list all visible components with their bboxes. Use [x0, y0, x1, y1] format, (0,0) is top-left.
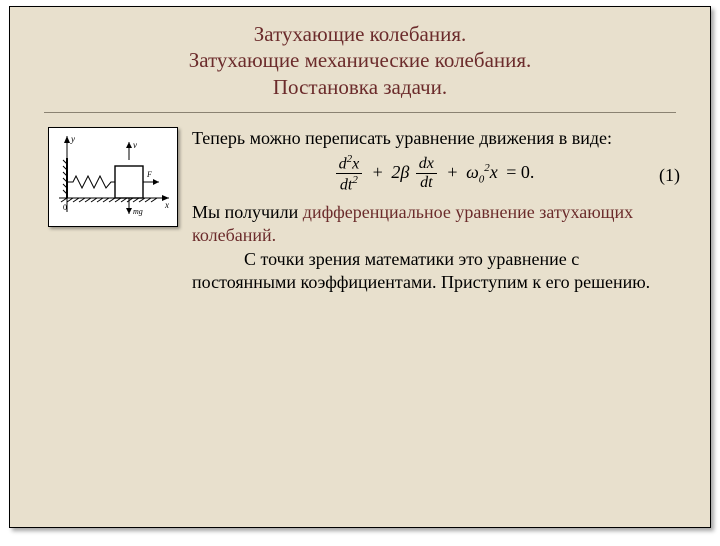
- para-math: С точки зрения математики это уравнение …: [192, 249, 650, 292]
- divider: [44, 112, 676, 113]
- spring-mass-diagram-icon: y x: [49, 128, 177, 226]
- content-row: y x: [10, 123, 710, 294]
- title-line-1: Затухающие колебания.: [30, 21, 690, 47]
- title-block: Затухающие колебания. Затухающие механич…: [10, 7, 710, 108]
- svg-text:mg: mg: [133, 207, 143, 216]
- equation: d2xdt2 + 2β dxdt + ω02x = 0.: [334, 154, 539, 194]
- para-result-lead: Мы получили: [192, 202, 303, 222]
- equation-number: (1): [659, 164, 680, 187]
- equation-row: d2xdt2 + 2β dxdt + ω02x = 0. (1): [192, 154, 680, 194]
- title-line-3: Постановка задачи.: [30, 74, 690, 100]
- svg-text:v: v: [133, 140, 137, 150]
- slide: Затухающие колебания. Затухающие механич…: [9, 6, 711, 528]
- text-column: Теперь можно переписать уравнение движен…: [192, 127, 680, 294]
- svg-text:F: F: [146, 170, 152, 179]
- para-result: Мы получили дифференциальное уравнение з…: [192, 201, 680, 293]
- svg-text:y: y: [70, 134, 75, 144]
- svg-text:x: x: [164, 200, 169, 210]
- svg-text:0: 0: [63, 203, 67, 212]
- title-line-2: Затухающие механические колебания.: [30, 47, 690, 73]
- para-intro: Теперь можно переписать уравнение движен…: [192, 127, 680, 150]
- diagram: y x: [48, 127, 178, 227]
